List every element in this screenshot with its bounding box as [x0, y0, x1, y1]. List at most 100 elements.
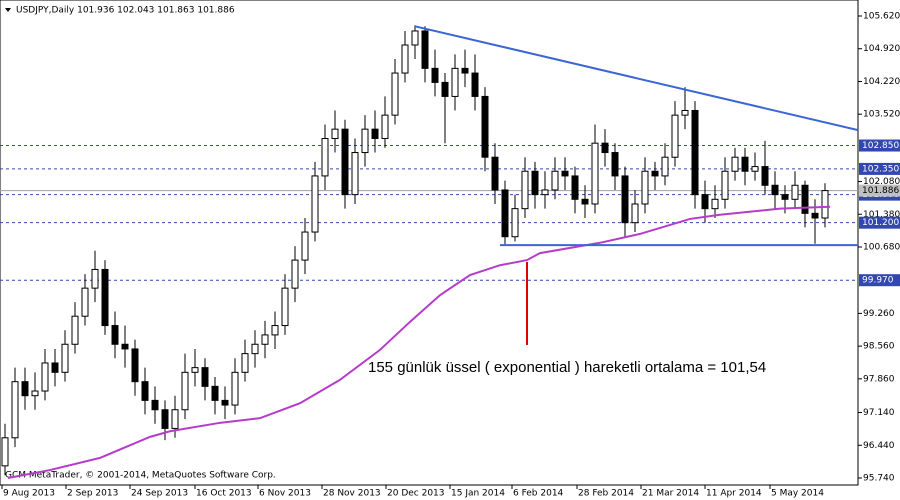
level-label-box: [859, 216, 900, 229]
candle-body: [471, 72, 479, 97]
x-tick-label: 2 Sep 2013: [67, 489, 118, 499]
candle-body: [581, 198, 589, 205]
x-tick-label: 9 Aug 2013: [3, 489, 55, 499]
candle-body: [731, 156, 739, 172]
level-label-box: [859, 274, 900, 287]
trend-line: [414, 25, 859, 132]
candle-body: [751, 166, 759, 172]
candle-body: [431, 67, 439, 83]
x-tick-label: 15 Jan 2014: [451, 489, 505, 499]
y-tick-label: 98.560: [863, 342, 895, 352]
x-tick-label: 5 May 2014: [771, 489, 824, 499]
candle-body: [171, 409, 179, 429]
candle-body: [781, 194, 789, 200]
plot-area: [0, 0, 859, 486]
x-tick-label: 16 Oct 2013: [196, 489, 252, 499]
candle-body: [111, 325, 119, 345]
x-tick-label: 28 Nov 2013: [323, 489, 381, 499]
menu-arrow: [5, 8, 11, 12]
y-tick-label: 104.220: [863, 77, 900, 87]
candle-body: [741, 156, 749, 172]
candle-body: [771, 184, 779, 196]
candle-body: [681, 109, 689, 116]
candle-body: [71, 315, 79, 345]
candle-body: [371, 128, 379, 140]
x-tick-label: 24 Sep 2013: [131, 489, 188, 499]
candle-body: [531, 170, 539, 196]
y-tick-label: 104.920: [863, 44, 900, 54]
candle-body: [191, 367, 199, 373]
candle-body: [651, 170, 659, 177]
candle-body: [691, 109, 699, 196]
candle-body: [811, 212, 819, 219]
candle-body: [201, 367, 209, 387]
candle-body: [281, 287, 289, 327]
candle-body: [481, 95, 489, 158]
candle-body: [561, 170, 569, 177]
candle-body: [341, 128, 349, 196]
candle-body: [611, 152, 619, 177]
candle-body: [141, 381, 149, 401]
candle-body: [61, 343, 69, 373]
candle-body: [81, 287, 89, 317]
candle-body: [421, 30, 429, 69]
candle-body: [251, 343, 259, 355]
current-price-label: 101.886: [862, 186, 899, 196]
candle-body: [151, 399, 159, 411]
candle-body: [381, 114, 389, 140]
level-label: 102.350: [862, 164, 899, 174]
candle-body: [541, 189, 549, 196]
candle-body: [241, 353, 249, 373]
candle-body: [521, 170, 529, 210]
level-label: 102.850: [862, 141, 899, 151]
candle-body: [361, 128, 369, 154]
candle-body: [211, 385, 219, 401]
candle-body: [671, 114, 679, 158]
candle-body: [21, 381, 29, 397]
candle-body: [221, 399, 229, 406]
candle-body: [301, 231, 309, 261]
candle-body: [451, 67, 459, 97]
y-tick-label: 100.680: [863, 243, 900, 253]
x-tick-label: 6 Nov 2013: [259, 489, 311, 499]
candle-body: [271, 325, 279, 336]
current-price-box: [859, 184, 900, 197]
y-tick-label: 97.860: [863, 374, 895, 384]
y-tick-label: 96.440: [863, 441, 895, 451]
y-tick-label: 103.520: [863, 110, 900, 120]
candle-body: [791, 184, 799, 200]
candle-body: [721, 170, 729, 200]
y-tick-label: 102.080: [863, 177, 900, 187]
candle-body: [181, 371, 189, 411]
candle-body: [711, 198, 719, 210]
candle-body: [131, 348, 139, 383]
header: USDJPY,Daily 101.936 102.043 101.863 101…: [16, 6, 235, 16]
candle-body: [121, 343, 129, 350]
x-tick-label: 6 Feb 2014: [513, 489, 564, 499]
candle-body: [51, 362, 59, 373]
x-tick-label: 11 Apr 2014: [706, 489, 762, 499]
candle-body: [331, 128, 339, 140]
candle-body: [511, 208, 519, 238]
candle-body: [591, 142, 599, 205]
ema-line: [7, 205, 831, 479]
candle-body: [401, 44, 409, 74]
candle-body: [571, 175, 579, 200]
candle-body: [551, 170, 559, 191]
candle-body: [661, 156, 669, 177]
candle-body: [231, 371, 239, 406]
candle-body: [821, 190, 829, 219]
level-label-box: [859, 139, 900, 152]
x-tick-label: 20 Dec 2013: [387, 489, 445, 499]
candle-body: [801, 184, 809, 214]
candle-body: [391, 72, 399, 116]
candle-body: [641, 170, 649, 205]
candle-body: [101, 268, 109, 327]
level-label: 99.970: [862, 276, 894, 286]
candle-body: [601, 142, 609, 154]
candle-body: [761, 166, 769, 186]
x-tick-label: 21 Mar 2014: [642, 489, 699, 499]
candle-body: [501, 189, 509, 238]
candle-body: [311, 175, 319, 233]
